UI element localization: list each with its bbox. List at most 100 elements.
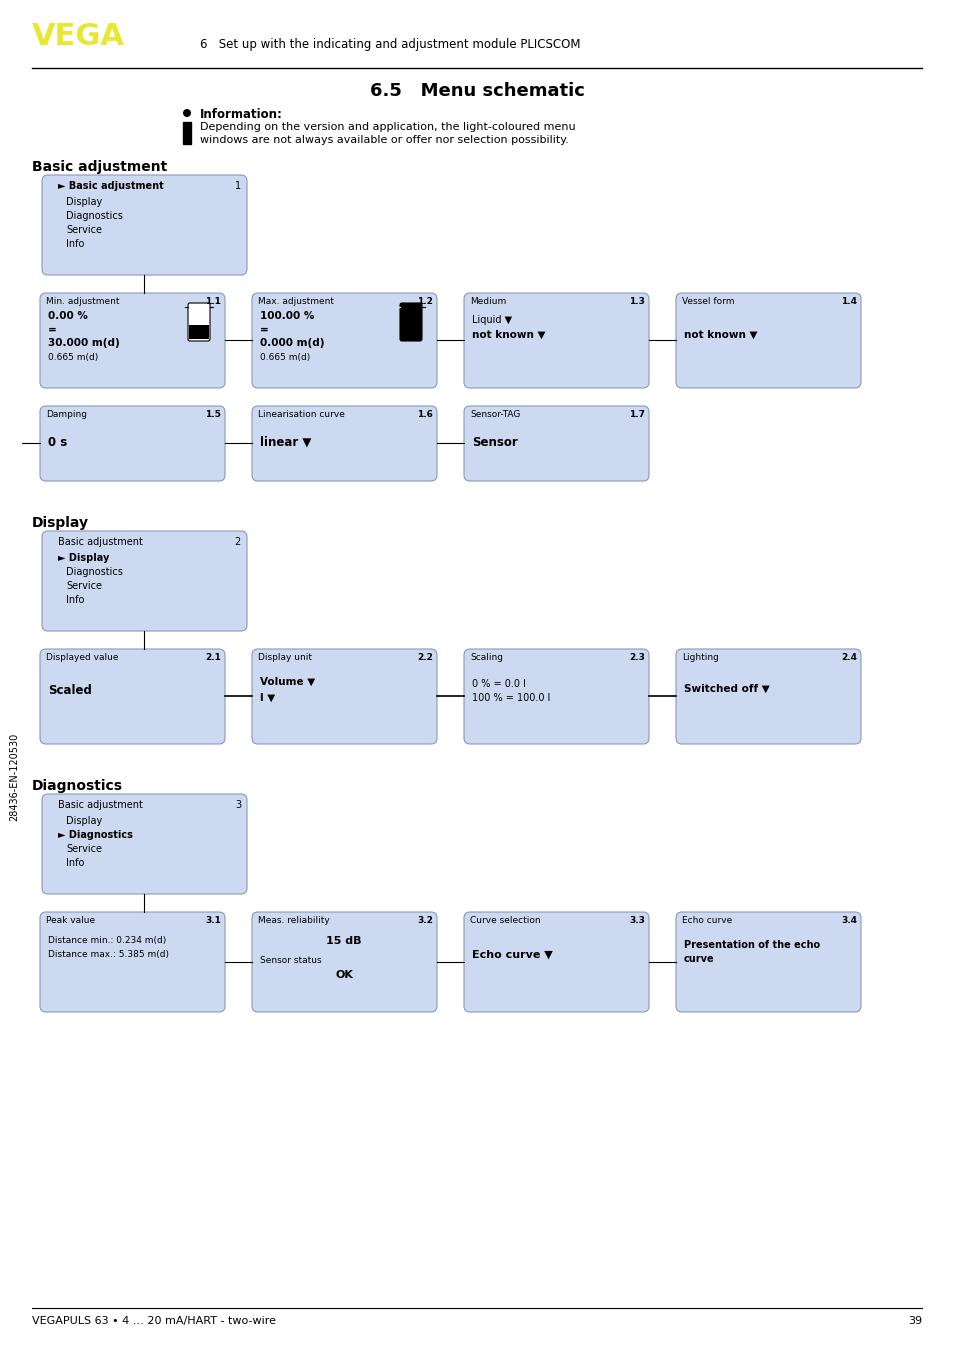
Text: Damping: Damping (46, 410, 87, 418)
Text: 28436-EN-120530: 28436-EN-120530 (9, 733, 19, 821)
Text: Service: Service (66, 581, 102, 590)
Text: 0 % = 0.0 l: 0 % = 0.0 l (472, 678, 525, 689)
Text: 6.5   Menu schematic: 6.5 Menu schematic (369, 83, 584, 100)
Text: =: = (48, 325, 56, 334)
Text: Presentation of the echo: Presentation of the echo (683, 940, 820, 951)
Text: curve: curve (683, 955, 714, 964)
FancyBboxPatch shape (42, 531, 247, 631)
Text: Curve selection: Curve selection (470, 917, 540, 925)
Text: linear ▼: linear ▼ (260, 436, 311, 450)
Text: Displayed value: Displayed value (46, 653, 118, 662)
Text: ► Basic adjustment: ► Basic adjustment (58, 181, 164, 191)
Text: Sensor-TAG: Sensor-TAG (470, 410, 519, 418)
Text: 1.1: 1.1 (205, 297, 221, 306)
Text: Distance min.: 0.234 m(d): Distance min.: 0.234 m(d) (48, 936, 166, 945)
Text: 0.00 %: 0.00 % (48, 311, 88, 321)
Text: 1: 1 (234, 181, 241, 191)
FancyBboxPatch shape (676, 292, 861, 389)
Text: Service: Service (66, 225, 102, 236)
Text: Info: Info (66, 858, 84, 868)
Text: 2.3: 2.3 (628, 653, 644, 662)
Text: Meas. reliability: Meas. reliability (257, 917, 330, 925)
Text: Peak value: Peak value (46, 917, 95, 925)
Text: Echo curve: Echo curve (681, 917, 732, 925)
Text: not known ▼: not known ▼ (683, 330, 757, 340)
Text: Depending on the version and application, the light-coloured menu: Depending on the version and application… (200, 122, 575, 131)
FancyBboxPatch shape (252, 913, 436, 1011)
Text: 2.1: 2.1 (205, 653, 221, 662)
Circle shape (183, 110, 191, 116)
Text: 2.4: 2.4 (841, 653, 856, 662)
Bar (189, 325, 209, 338)
Text: 0.665 m(d): 0.665 m(d) (260, 353, 310, 362)
Text: 3.2: 3.2 (416, 917, 433, 925)
Text: 1.6: 1.6 (416, 410, 433, 418)
FancyBboxPatch shape (188, 303, 210, 341)
Text: OK: OK (335, 969, 353, 980)
Text: Basic adjustment: Basic adjustment (58, 800, 143, 810)
Text: 2.2: 2.2 (416, 653, 433, 662)
Text: Lighting: Lighting (681, 653, 719, 662)
Text: 1.7: 1.7 (628, 410, 644, 418)
Text: Switched off ▼: Switched off ▼ (683, 684, 769, 695)
FancyBboxPatch shape (676, 913, 861, 1011)
Text: not known ▼: not known ▼ (472, 330, 545, 340)
FancyBboxPatch shape (42, 175, 247, 275)
Text: 100 % = 100.0 l: 100 % = 100.0 l (472, 693, 550, 703)
Text: Display: Display (66, 196, 102, 207)
Text: Linearisation curve: Linearisation curve (257, 410, 345, 418)
Text: Min. adjustment: Min. adjustment (46, 297, 119, 306)
FancyBboxPatch shape (463, 913, 648, 1011)
Text: =: = (260, 325, 269, 334)
Text: Distance max.: 5.385 m(d): Distance max.: 5.385 m(d) (48, 951, 169, 959)
Text: Display: Display (32, 516, 89, 529)
Text: ► Diagnostics: ► Diagnostics (58, 830, 132, 839)
Text: 3.4: 3.4 (841, 917, 856, 925)
Text: Diagnostics: Diagnostics (66, 567, 123, 577)
Text: windows are not always available or offer nor selection possibility.: windows are not always available or offe… (200, 135, 568, 145)
Text: 3.3: 3.3 (628, 917, 644, 925)
Text: Basic adjustment: Basic adjustment (58, 538, 143, 547)
FancyBboxPatch shape (252, 292, 436, 389)
Text: VEGAPULS 63 • 4 … 20 mA/HART - two-wire: VEGAPULS 63 • 4 … 20 mA/HART - two-wire (32, 1316, 275, 1326)
FancyBboxPatch shape (40, 292, 225, 389)
Text: Echo curve ▼: Echo curve ▼ (472, 951, 552, 960)
Text: VEGA: VEGA (32, 22, 125, 51)
Text: Volume ▼: Volume ▼ (260, 677, 314, 686)
Text: Sensor status: Sensor status (260, 956, 321, 965)
FancyBboxPatch shape (42, 793, 247, 894)
Text: 1.4: 1.4 (841, 297, 856, 306)
FancyBboxPatch shape (252, 406, 436, 481)
FancyBboxPatch shape (40, 913, 225, 1011)
Text: Max. adjustment: Max. adjustment (257, 297, 334, 306)
Text: Display: Display (66, 816, 102, 826)
FancyBboxPatch shape (252, 649, 436, 743)
Text: Diagnostics: Diagnostics (32, 779, 123, 793)
FancyBboxPatch shape (676, 649, 861, 743)
Text: Vessel form: Vessel form (681, 297, 734, 306)
Text: Scaled: Scaled (48, 684, 91, 697)
Text: Medium: Medium (470, 297, 506, 306)
FancyBboxPatch shape (183, 122, 191, 144)
Text: 1.5: 1.5 (205, 410, 221, 418)
Text: 6   Set up with the indicating and adjustment module PLICSCOM: 6 Set up with the indicating and adjustm… (200, 38, 579, 51)
Text: Sensor: Sensor (472, 436, 517, 450)
Text: Liquid ▼: Liquid ▼ (472, 315, 512, 325)
Text: 15 dB: 15 dB (326, 936, 361, 946)
Text: Scaling: Scaling (470, 653, 502, 662)
FancyBboxPatch shape (463, 406, 648, 481)
FancyBboxPatch shape (40, 649, 225, 743)
Text: 39: 39 (907, 1316, 921, 1326)
Text: 3.1: 3.1 (205, 917, 221, 925)
Text: Basic adjustment: Basic adjustment (32, 160, 167, 175)
Text: 1.3: 1.3 (628, 297, 644, 306)
FancyBboxPatch shape (399, 303, 421, 341)
Text: Display unit: Display unit (257, 653, 312, 662)
Text: l ▼: l ▼ (260, 693, 275, 703)
Text: 0.000 m(d): 0.000 m(d) (260, 338, 324, 348)
Text: Info: Info (66, 240, 84, 249)
Text: 1.2: 1.2 (416, 297, 433, 306)
Text: 100.00 %: 100.00 % (260, 311, 314, 321)
Text: 0.665 m(d): 0.665 m(d) (48, 353, 98, 362)
Text: 3: 3 (234, 800, 241, 810)
